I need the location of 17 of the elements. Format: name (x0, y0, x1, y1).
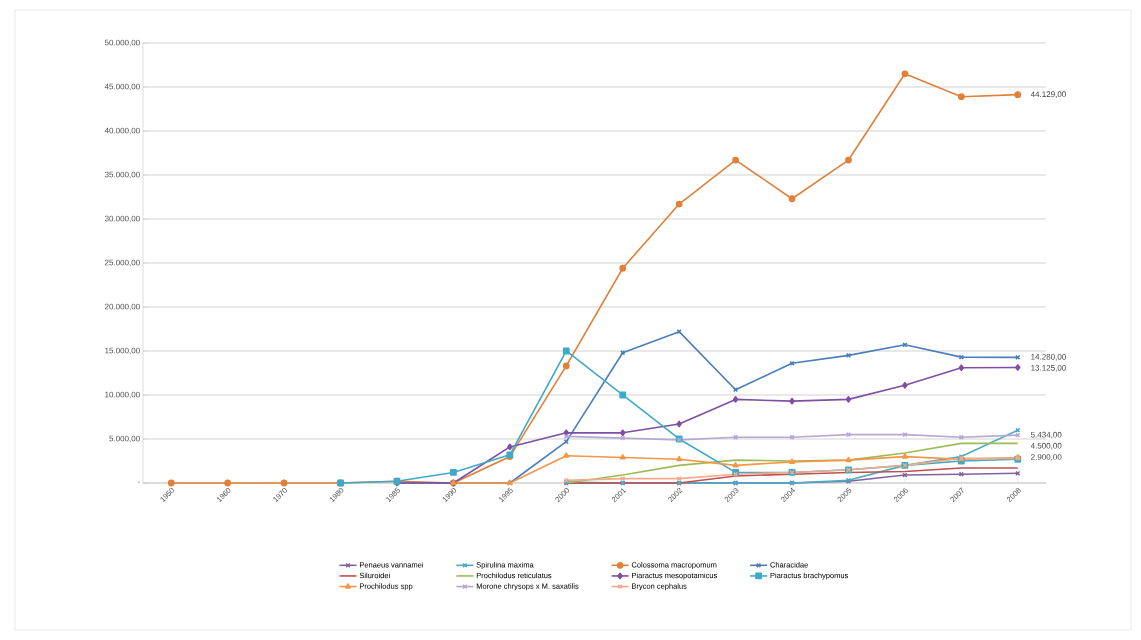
annotation: 4.500,00 (1030, 442, 1062, 450)
y-tick-label: 40.000,00 (104, 127, 140, 135)
y-tick-label: - (137, 481, 140, 483)
y-tick-label: 5.000,00 (109, 435, 140, 443)
y-tick-label: 50.000,00 (104, 39, 140, 47)
y-tick-label: 35.000,00 (104, 171, 140, 179)
y-tick-label: 10.000,00 (105, 391, 140, 399)
y-tick-label: 15.000,00 (105, 347, 140, 355)
y-tick-label: 45.000,00 (104, 83, 140, 91)
annotation: 44.129,00 (1030, 91, 1066, 98)
annotation: 13.125,00 (1031, 365, 1066, 372)
y-tick-label: 20.000,00 (104, 303, 140, 311)
y-tick-label: 30.000,00 (104, 215, 140, 223)
annotation: 2.900,00 (1031, 454, 1062, 461)
annotation: 5.434,00 (1030, 431, 1062, 439)
annotation: 14.280,00 (1031, 354, 1066, 361)
y-tick-label: 25.000,00 (104, 259, 140, 267)
